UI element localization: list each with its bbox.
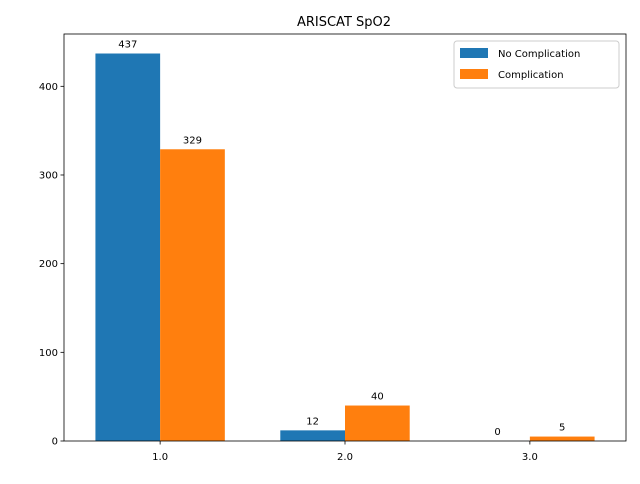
bar-value-label: 12: [306, 416, 319, 427]
bar-value-label: 5: [559, 423, 565, 434]
data-labels-layer: 437 12 0 329 40 5: [118, 40, 565, 438]
bar-complication-2.0: [345, 405, 410, 441]
y-tick-label: 0: [52, 437, 58, 448]
legend-label: No Complication: [498, 49, 580, 60]
bar-value-label: 0: [494, 427, 500, 438]
y-tick-label: 400: [39, 82, 58, 93]
bars-layer: [95, 53, 595, 441]
legend-box: [453, 40, 620, 89]
bar-value-label: 437: [118, 40, 137, 51]
y-tick-label: 100: [39, 348, 58, 359]
bar-complication-1.0: [160, 149, 225, 441]
x-tick-label: 1.0: [152, 452, 168, 463]
legend: No Complication Complication: [453, 40, 620, 89]
y-tick-label: 300: [39, 170, 58, 181]
bar-value-label: 329: [183, 135, 202, 146]
bar-no-complication-1.0: [95, 53, 161, 441]
chart-title: ARISCAT SpO2: [297, 15, 391, 30]
bar-value-label: 40: [371, 392, 384, 403]
bar-complication-3.0: [529, 436, 595, 441]
y-tick-label: 200: [39, 259, 58, 270]
legend-label: Complication: [498, 70, 564, 81]
legend-swatch: [460, 48, 488, 58]
legend-swatch: [460, 69, 488, 79]
x-tick-label: 3.0: [522, 452, 538, 463]
x-tick-label: 2.0: [337, 452, 353, 463]
bar-no-complication-2.0: [280, 430, 345, 441]
